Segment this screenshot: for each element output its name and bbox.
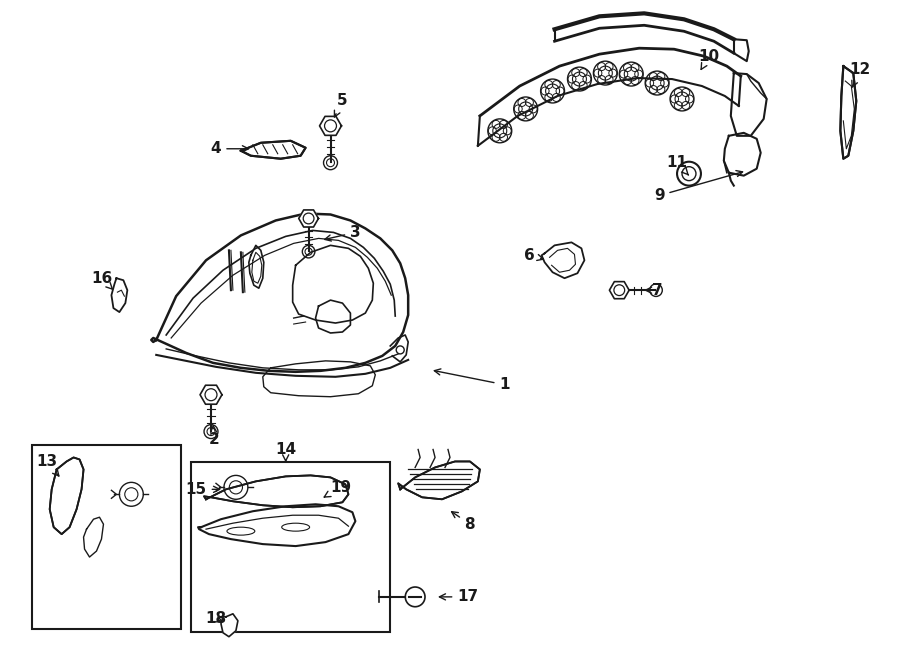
Text: 19: 19 xyxy=(324,480,351,497)
Text: 8: 8 xyxy=(452,512,475,531)
Polygon shape xyxy=(241,141,306,159)
Text: 13: 13 xyxy=(36,454,58,476)
Text: 11: 11 xyxy=(667,155,688,175)
Text: 5: 5 xyxy=(335,93,347,117)
Polygon shape xyxy=(609,282,629,299)
Text: 7: 7 xyxy=(645,283,662,297)
Bar xyxy=(32,444,181,629)
Text: 17: 17 xyxy=(439,590,479,604)
Polygon shape xyxy=(542,243,584,278)
Polygon shape xyxy=(299,210,319,227)
Polygon shape xyxy=(320,116,341,136)
Text: 15: 15 xyxy=(185,482,220,497)
Text: 18: 18 xyxy=(205,611,227,626)
Text: 6: 6 xyxy=(525,248,544,263)
Text: 2: 2 xyxy=(209,426,220,447)
Polygon shape xyxy=(398,461,480,499)
Text: 10: 10 xyxy=(698,49,719,69)
Text: 12: 12 xyxy=(850,61,871,87)
Polygon shape xyxy=(204,475,348,507)
Text: 14: 14 xyxy=(275,442,296,461)
Polygon shape xyxy=(221,614,238,637)
Text: 16: 16 xyxy=(91,271,112,289)
Text: 3: 3 xyxy=(325,225,361,241)
Text: 9: 9 xyxy=(653,171,742,203)
Polygon shape xyxy=(841,66,856,159)
Polygon shape xyxy=(200,385,222,405)
Text: 4: 4 xyxy=(211,141,248,156)
Circle shape xyxy=(405,587,425,607)
Bar xyxy=(191,463,391,632)
Polygon shape xyxy=(50,457,84,534)
Text: 1: 1 xyxy=(435,369,510,392)
Polygon shape xyxy=(112,278,128,312)
